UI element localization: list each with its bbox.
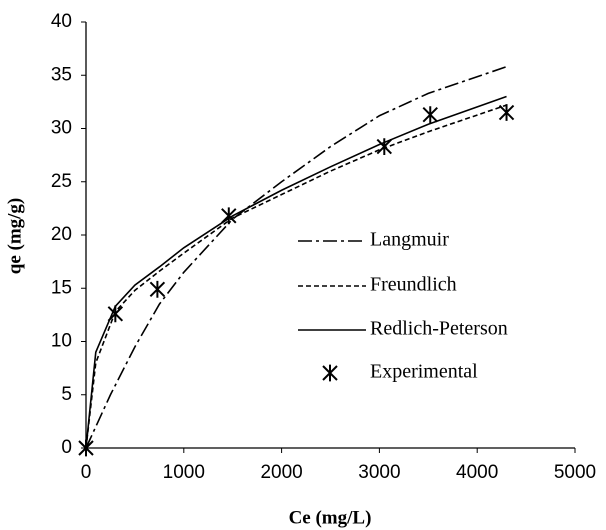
legend-label: Experimental	[370, 361, 478, 383]
series-line	[85, 95, 507, 449]
legend-label: Langmuir	[370, 229, 449, 251]
x-tick-label: 0	[81, 462, 92, 483]
series-line	[85, 65, 507, 449]
y-tick-label: 15	[51, 277, 72, 298]
y-tick-label: 25	[51, 171, 72, 192]
y-tick-label: 20	[51, 224, 72, 245]
x-tick-label: 2000	[260, 462, 302, 483]
x-axis-title: Ce (mg/L)	[289, 507, 372, 528]
data-point	[422, 106, 438, 124]
y-axis-title: qe (mg/g)	[4, 198, 25, 275]
data-point	[149, 280, 166, 298]
data-point	[498, 104, 515, 121]
data-point	[107, 305, 124, 323]
data-point	[78, 439, 94, 457]
y-tick-label: 40	[51, 11, 72, 32]
legend-label: Redlich-Peterson	[370, 318, 508, 340]
data-point	[376, 138, 392, 156]
data-point	[221, 207, 237, 225]
x-tick-label: 4000	[456, 462, 498, 483]
x-tick-label: 5000	[554, 462, 596, 483]
x-tick-label: 1000	[163, 462, 205, 483]
legend-marker	[322, 364, 338, 382]
y-tick-label: 0	[61, 437, 72, 458]
y-tick-label: 10	[51, 331, 72, 352]
x-tick-label: 3000	[358, 462, 400, 483]
y-tick-label: 35	[51, 64, 72, 85]
series-line	[85, 104, 507, 449]
y-tick-label: 30	[51, 118, 72, 139]
y-tick-label: 5	[61, 384, 72, 405]
legend-label: Freundlich	[370, 274, 457, 296]
